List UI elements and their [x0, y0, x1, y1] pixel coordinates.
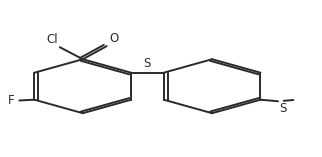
- Text: F: F: [8, 94, 15, 107]
- Text: Cl: Cl: [47, 33, 58, 46]
- Text: S: S: [279, 102, 287, 115]
- Text: O: O: [109, 32, 118, 45]
- Text: S: S: [144, 57, 151, 70]
